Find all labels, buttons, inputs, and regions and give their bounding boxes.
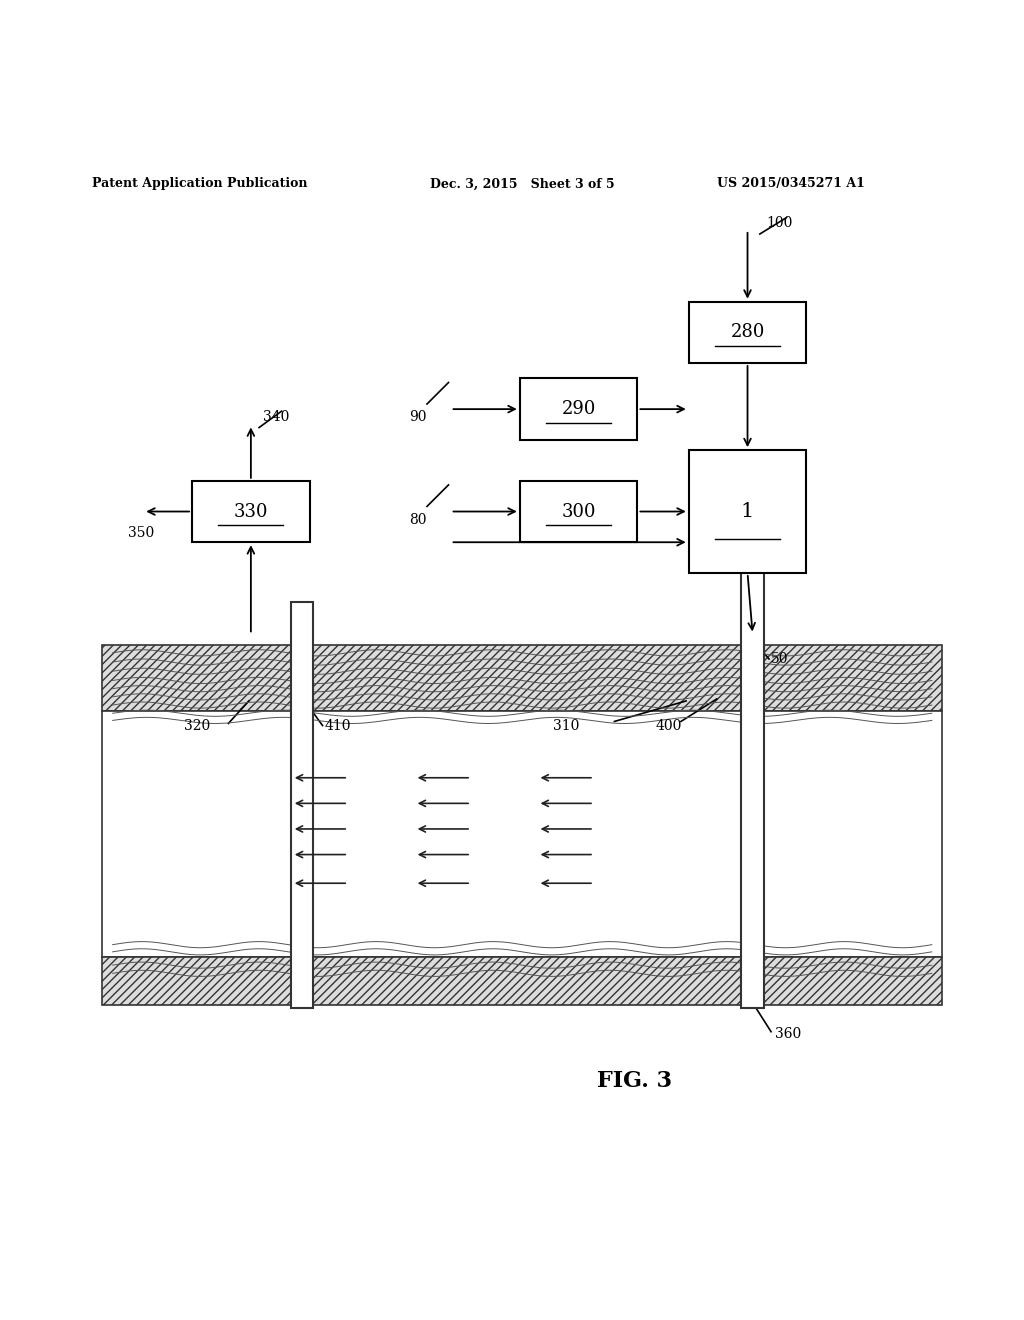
Text: 330: 330	[233, 503, 268, 520]
Bar	[519, 379, 637, 440]
Bar	[102, 957, 942, 1005]
Bar	[291, 602, 313, 1008]
Text: 340: 340	[263, 411, 290, 425]
Text: 90: 90	[410, 411, 427, 425]
Text: 400: 400	[655, 718, 682, 733]
Bar	[519, 480, 637, 543]
Text: 300: 300	[561, 503, 596, 520]
Text: US 2015/0345271 A1: US 2015/0345271 A1	[717, 177, 864, 190]
Text: 350: 350	[128, 527, 155, 540]
Text: 280: 280	[730, 323, 765, 342]
Text: 80: 80	[410, 512, 427, 527]
Text: 50: 50	[771, 652, 788, 667]
Text: 310: 310	[553, 718, 580, 733]
Text: 100: 100	[766, 216, 793, 230]
Text: 290: 290	[561, 400, 596, 418]
Text: 1: 1	[740, 502, 755, 521]
Bar	[741, 499, 764, 1008]
Bar	[102, 711, 942, 957]
Text: Dec. 3, 2015   Sheet 3 of 5: Dec. 3, 2015 Sheet 3 of 5	[430, 177, 614, 190]
Bar	[688, 301, 807, 363]
Text: 360: 360	[775, 1027, 802, 1041]
Text: 410: 410	[325, 718, 351, 733]
Text: FIG. 3: FIG. 3	[597, 1071, 673, 1092]
Bar	[102, 644, 942, 711]
Bar	[193, 480, 309, 543]
Text: 320: 320	[184, 718, 211, 733]
Text: Patent Application Publication: Patent Application Publication	[92, 177, 307, 190]
Bar	[688, 450, 807, 573]
